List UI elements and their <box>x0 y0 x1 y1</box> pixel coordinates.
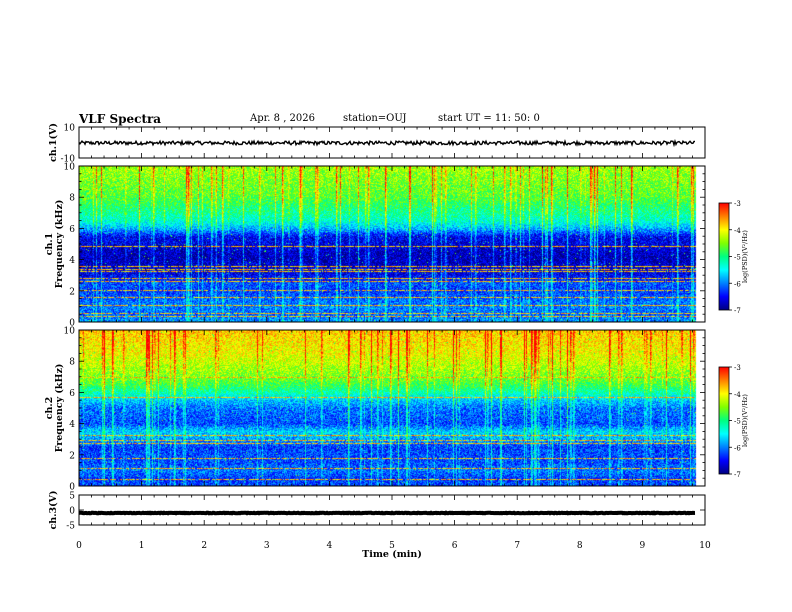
colorbar-label: log(PSD)(V²/Hz) <box>741 394 749 447</box>
colorbar-ch1-spectrogram: -3 -4 -5 -6 -7 log(PSD)(V²/Hz) <box>718 200 749 315</box>
colorbar-tick-label: -3 <box>734 364 741 372</box>
start-time-label: start UT = 11: 50: 0 <box>438 113 540 124</box>
y-tick-label: -10 <box>61 155 76 165</box>
colorbar-gradient <box>718 202 730 311</box>
colorbar-label: log(PSD)(V²/Hz) <box>741 230 749 283</box>
ch3-waveform-trace <box>78 510 696 516</box>
x-tick-label: 7 <box>514 541 520 551</box>
colorbar-tick-label: -5 <box>734 254 741 262</box>
colorbar-ch2-spectrogram: -3 -4 -5 -6 -7 log(PSD)(V²/Hz) <box>718 364 749 479</box>
y-tick-label: 10 <box>64 124 76 134</box>
y-axis-label: ch.2 <box>44 397 55 420</box>
panel-ch2-spectrogram: 0 2 4 6 8 10 ch.2 Frequency (kHz) <box>44 327 706 493</box>
ch2-spectrogram-image <box>79 330 705 486</box>
colorbar-tick-label: -6 <box>734 280 741 288</box>
y-axis-label: Frequency (kHz) <box>54 364 65 453</box>
y-tick-label: 10 <box>64 327 76 337</box>
y-tick-label: 6 <box>69 225 75 235</box>
y-tick-label: -5 <box>66 522 75 532</box>
colorbar-tick-label: -7 <box>734 307 741 315</box>
panel-ch1-spectrogram: 0 2 4 6 8 10 ch.1 Frequency (kHz) <box>44 163 706 329</box>
y-tick-label: 0 <box>69 507 75 517</box>
y-axis-label: ch.1(V) <box>48 123 59 162</box>
panel-ch3-waveform: 5 0 -5 ch.3(V) <box>48 491 706 532</box>
figure-title: VLF Spectra <box>79 112 162 126</box>
date-label: Apr. 8 , 2026 <box>250 113 316 124</box>
y-tick-label: 6 <box>69 389 75 399</box>
y-axis-label: ch.1 <box>44 233 55 256</box>
colorbar-tick-label: -7 <box>734 471 741 479</box>
x-tick-label: 4 <box>327 541 333 551</box>
x-tick-label: 9 <box>640 541 646 551</box>
colorbar-tick-label: -4 <box>734 391 741 399</box>
x-axis-label: Time (min) <box>362 549 422 560</box>
ch1-waveform-trace <box>78 138 696 148</box>
colorbar-tick-label: -6 <box>734 444 741 452</box>
x-tick-label: 6 <box>452 541 458 551</box>
y-tick-label: 0 <box>69 319 75 329</box>
colorbar-gradient <box>718 366 730 475</box>
y-tick-label: 4 <box>69 420 75 430</box>
y-tick-label: 8 <box>69 194 75 204</box>
y-tick-label: 5 <box>69 492 75 502</box>
colorbar-tick-label: -3 <box>734 200 741 208</box>
x-tick-label: 1 <box>139 541 145 551</box>
station-label: station=OUJ <box>343 113 407 124</box>
y-axis-label: ch.3(V) <box>48 491 59 530</box>
x-tick-label: 10 <box>699 541 711 551</box>
x-tick-label: 5 <box>389 541 395 551</box>
y-tick-label: 0 <box>69 483 75 493</box>
y-axis-label: Frequency (kHz) <box>54 200 65 289</box>
y-tick-label: 10 <box>64 163 76 173</box>
x-tick-label: 3 <box>264 541 270 551</box>
y-tick-label: 2 <box>69 287 75 297</box>
y-tick-label: 8 <box>69 358 75 368</box>
colorbar-tick-label: -5 <box>734 418 741 426</box>
x-tick-label: 2 <box>201 541 207 551</box>
y-tick-label: 2 <box>69 451 75 461</box>
ch1-spectrogram-image <box>79 166 705 322</box>
x-tick-label: 8 <box>577 541 583 551</box>
x-tick-label: 0 <box>76 541 82 551</box>
colorbar-tick-label: -4 <box>734 227 741 235</box>
y-tick-label: 4 <box>69 256 75 266</box>
